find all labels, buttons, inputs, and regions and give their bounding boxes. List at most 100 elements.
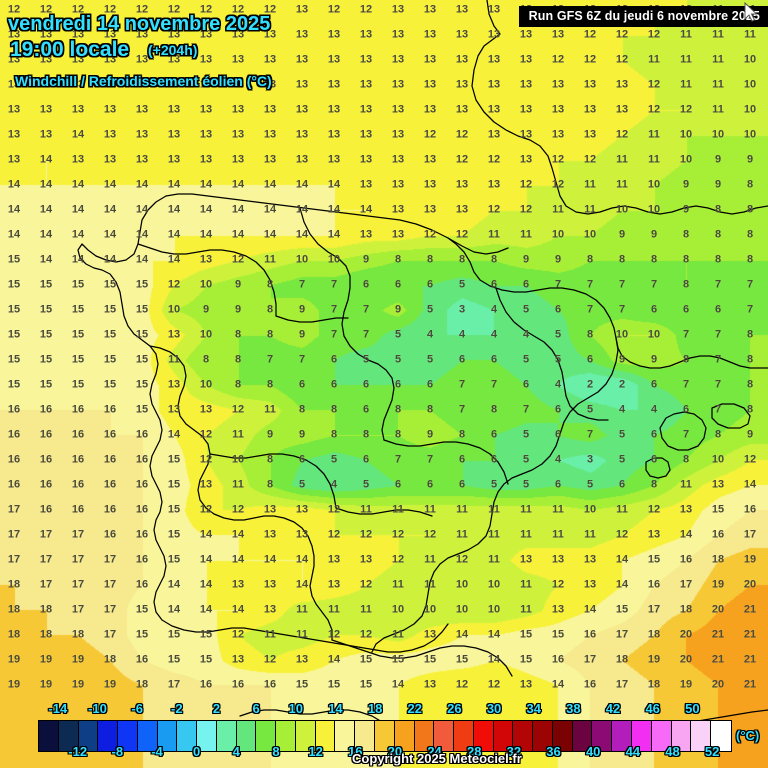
grid-value: 10 (647, 178, 661, 191)
grid-value: 16 (103, 428, 117, 441)
grid-value: 5 (458, 278, 466, 291)
forecast-date-label: vendredi 14 novembre 2025 (8, 13, 271, 35)
grid-value: 19 (39, 653, 53, 666)
grid-value: 13 (391, 203, 405, 216)
grid-value: 11 (456, 528, 468, 541)
forecast-hour-label: 19:00 locale (10, 38, 130, 61)
grid-value: 10 (647, 203, 661, 216)
grid-value: 18 (711, 553, 725, 566)
grid-value: 12 (551, 178, 565, 191)
grid-value: 15 (167, 453, 181, 466)
grid-value: 13 (7, 153, 21, 166)
grid-value: 6 (362, 403, 370, 416)
grid-value: 10 (743, 78, 757, 91)
grid-value: 9 (650, 228, 658, 241)
grid-value: 17 (71, 603, 85, 616)
grid-value: 13 (551, 553, 565, 566)
grid-value: 11 (552, 503, 564, 516)
grid-value: 11 (488, 503, 500, 516)
mouse-pointer-icon (744, 2, 758, 22)
grid-value: 12 (423, 228, 437, 241)
grid-value: 13 (519, 128, 533, 141)
grid-value: 8 (682, 353, 690, 366)
grid-value: 6 (554, 478, 562, 491)
grid-value: 5 (586, 403, 594, 416)
grid-value: 15 (423, 653, 437, 666)
grid-value: 6 (586, 353, 594, 366)
grid-value: 20 (711, 603, 725, 616)
grid-value: 14 (199, 603, 213, 616)
grid-value: 18 (647, 678, 661, 691)
grid-value: 8 (714, 228, 722, 241)
grid-value: 13 (519, 28, 533, 41)
grid-value: 15 (7, 353, 21, 366)
grid-value: 13 (487, 128, 501, 141)
grid-value: 4 (330, 478, 338, 491)
grid-value: 10 (423, 603, 437, 616)
grid-value: 10 (455, 603, 469, 616)
grid-value: 8 (394, 253, 402, 266)
grid-value: 13 (263, 128, 277, 141)
grid-value: 13 (327, 28, 341, 41)
grid-value: 17 (71, 553, 85, 566)
grid-value: 13 (327, 553, 341, 566)
grid-value: 12 (199, 503, 213, 516)
color-swatch (691, 721, 712, 751)
grid-value: 14 (39, 153, 53, 166)
grid-value: 14 (71, 178, 85, 191)
grid-value: 8 (298, 403, 306, 416)
grid-value: 15 (71, 353, 85, 366)
grid-value: 13 (71, 53, 85, 66)
grid-value: 13 (551, 603, 565, 616)
grid-value: 13 (7, 103, 21, 116)
grid-value: 13 (167, 153, 181, 166)
scale-tick-bottom: 28 (466, 744, 482, 759)
grid-value: 12 (647, 78, 661, 91)
grid-value: 13 (135, 78, 149, 91)
grid-value: 13 (263, 603, 277, 616)
grid-value: 10 (167, 303, 181, 316)
grid-value: 12 (71, 3, 85, 16)
grid-value: 17 (39, 528, 53, 541)
grid-value: 18 (615, 653, 629, 666)
grid-value: 16 (647, 578, 661, 591)
grid-value: 6 (522, 378, 530, 391)
grid-value: 7 (746, 278, 754, 291)
grid-value: 13 (199, 103, 213, 116)
grid-value: 13 (391, 178, 405, 191)
grid-value: 6 (458, 478, 466, 491)
scale-tick-bottom: 44 (625, 744, 641, 759)
grid-value: 4 (458, 328, 466, 341)
grid-value: 9 (426, 428, 434, 441)
grid-value: 13 (167, 128, 181, 141)
grid-value: 11 (264, 253, 276, 266)
grid-value: 13 (423, 78, 437, 91)
grid-value: 13 (583, 578, 597, 591)
grid-value: 13 (391, 153, 405, 166)
grid-value: 13 (39, 103, 53, 116)
grid-value: 13 (39, 53, 53, 66)
color-swatch (513, 721, 534, 751)
grid-value: 6 (490, 353, 498, 366)
grid-value: 14 (583, 603, 597, 616)
grid-value: 13 (263, 78, 277, 91)
color-swatch (256, 721, 277, 751)
grid-value: 8 (426, 253, 434, 266)
copyright-label: Copyright 2025 Meteociel.fr (352, 751, 522, 766)
grid-value: 18 (103, 653, 117, 666)
color-swatch (454, 721, 474, 751)
grid-value: 11 (296, 603, 308, 616)
grid-value: 16 (583, 678, 597, 691)
grid-value: 12 (327, 528, 341, 541)
grid-value: 5 (298, 478, 306, 491)
grid-value: 13 (39, 78, 53, 91)
color-swatch (335, 721, 356, 751)
grid-value: 7 (490, 378, 498, 391)
grid-value: 13 (71, 78, 85, 91)
grid-value: 12 (647, 503, 661, 516)
grid-value: 16 (7, 403, 21, 416)
grid-value: 15 (103, 278, 117, 291)
grid-value: 7 (426, 453, 434, 466)
grid-value: 7 (458, 403, 466, 416)
